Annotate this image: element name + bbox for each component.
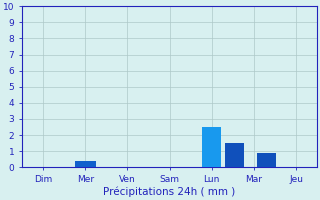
Bar [226,143,244,167]
Bar [75,161,96,167]
X-axis label: Précipitations 24h ( mm ): Précipitations 24h ( mm ) [103,187,236,197]
Bar [257,153,276,167]
Bar [202,127,221,167]
